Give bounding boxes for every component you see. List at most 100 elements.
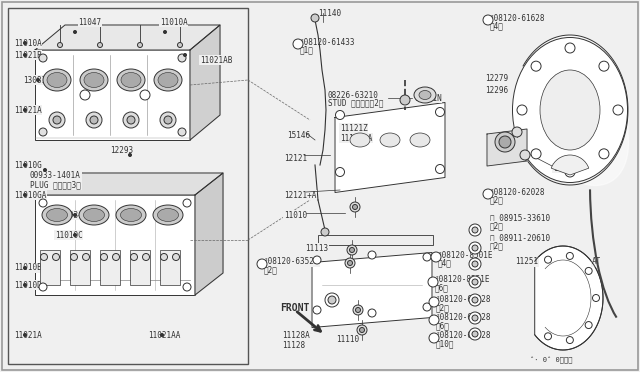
Circle shape (429, 315, 439, 325)
Circle shape (90, 116, 98, 124)
Ellipse shape (380, 133, 400, 147)
Circle shape (545, 333, 552, 340)
Circle shape (613, 105, 623, 115)
Circle shape (565, 167, 575, 177)
Ellipse shape (153, 205, 183, 225)
Ellipse shape (80, 69, 108, 91)
Text: 12293+A: 12293+A (55, 211, 88, 219)
Circle shape (593, 295, 600, 301)
Circle shape (86, 112, 102, 128)
Circle shape (39, 199, 47, 207)
Polygon shape (534, 246, 603, 350)
Polygon shape (35, 173, 223, 195)
Circle shape (39, 54, 47, 62)
Text: 12293: 12293 (110, 145, 133, 154)
Text: 12121: 12121 (284, 154, 307, 163)
Ellipse shape (84, 73, 104, 87)
Ellipse shape (117, 69, 145, 91)
Text: 13081: 13081 (23, 76, 46, 84)
Text: （10）: （10） (436, 340, 454, 349)
Text: 11010D: 11010D (14, 280, 42, 289)
Circle shape (520, 150, 530, 160)
Text: （2）: （2） (264, 266, 278, 275)
Circle shape (335, 167, 344, 176)
Circle shape (178, 128, 186, 136)
Ellipse shape (116, 205, 146, 225)
Circle shape (517, 105, 527, 115)
FancyBboxPatch shape (35, 50, 190, 140)
Circle shape (566, 337, 573, 344)
Text: 11047: 11047 (79, 17, 102, 26)
Circle shape (113, 253, 120, 260)
Circle shape (53, 116, 61, 124)
Ellipse shape (154, 69, 182, 91)
Circle shape (512, 127, 522, 137)
Ellipse shape (43, 69, 71, 91)
Circle shape (24, 193, 26, 196)
Text: 15146: 15146 (287, 131, 310, 140)
Bar (100, 250, 120, 285)
Text: 11128: 11128 (282, 340, 305, 350)
Text: 11010GA: 11010GA (14, 190, 46, 199)
Circle shape (469, 224, 481, 236)
Circle shape (599, 61, 609, 71)
Ellipse shape (47, 208, 67, 221)
Text: 11010B: 11010B (14, 263, 42, 273)
Circle shape (140, 90, 150, 100)
Bar (8, 8, 248, 364)
Text: 11121Z: 11121Z (340, 124, 368, 132)
Text: （6）: （6） (435, 283, 449, 292)
Text: 11021AB: 11021AB (200, 55, 232, 64)
Text: 11251: 11251 (515, 257, 538, 266)
Circle shape (368, 309, 376, 317)
Circle shape (499, 136, 511, 148)
Circle shape (345, 258, 355, 268)
Circle shape (483, 15, 493, 25)
Ellipse shape (47, 73, 67, 87)
Polygon shape (35, 25, 220, 50)
Polygon shape (190, 25, 220, 140)
Circle shape (472, 279, 478, 285)
Circle shape (311, 14, 319, 22)
Circle shape (325, 293, 339, 307)
Circle shape (531, 149, 541, 159)
Circle shape (131, 253, 138, 260)
Text: （4）: （4） (490, 22, 504, 31)
Circle shape (360, 327, 365, 333)
Circle shape (127, 116, 135, 124)
Text: ̂· 0̂ 0ϢϢϢ: ̂· 0̂ 0ϢϢϢ (530, 356, 573, 363)
FancyBboxPatch shape (35, 195, 195, 295)
Circle shape (355, 308, 360, 312)
Text: （2）: （2） (436, 304, 450, 312)
Circle shape (183, 199, 191, 207)
Circle shape (178, 54, 186, 62)
Circle shape (24, 109, 26, 112)
Text: （4）: （4） (438, 259, 452, 267)
Ellipse shape (79, 205, 109, 225)
Circle shape (49, 112, 65, 128)
Circle shape (161, 253, 168, 260)
Circle shape (164, 116, 172, 124)
Circle shape (24, 283, 26, 286)
Circle shape (177, 42, 182, 48)
Text: 11251: 11251 (553, 164, 576, 173)
Text: 11128A: 11128A (282, 330, 310, 340)
Text: 12279: 12279 (485, 74, 508, 83)
Circle shape (335, 110, 344, 119)
Text: ²08120-61228: ²08120-61228 (436, 314, 492, 323)
Circle shape (435, 164, 445, 173)
Ellipse shape (42, 205, 72, 225)
Text: AT: AT (592, 257, 601, 266)
Circle shape (435, 108, 445, 116)
Circle shape (39, 283, 47, 291)
Text: （1）: （1） (300, 45, 314, 55)
Circle shape (348, 260, 353, 266)
Circle shape (353, 205, 358, 209)
Ellipse shape (121, 73, 141, 87)
Circle shape (161, 334, 163, 337)
Circle shape (469, 276, 481, 288)
Circle shape (293, 39, 303, 49)
Circle shape (472, 331, 478, 337)
Circle shape (495, 132, 515, 152)
Circle shape (469, 294, 481, 306)
